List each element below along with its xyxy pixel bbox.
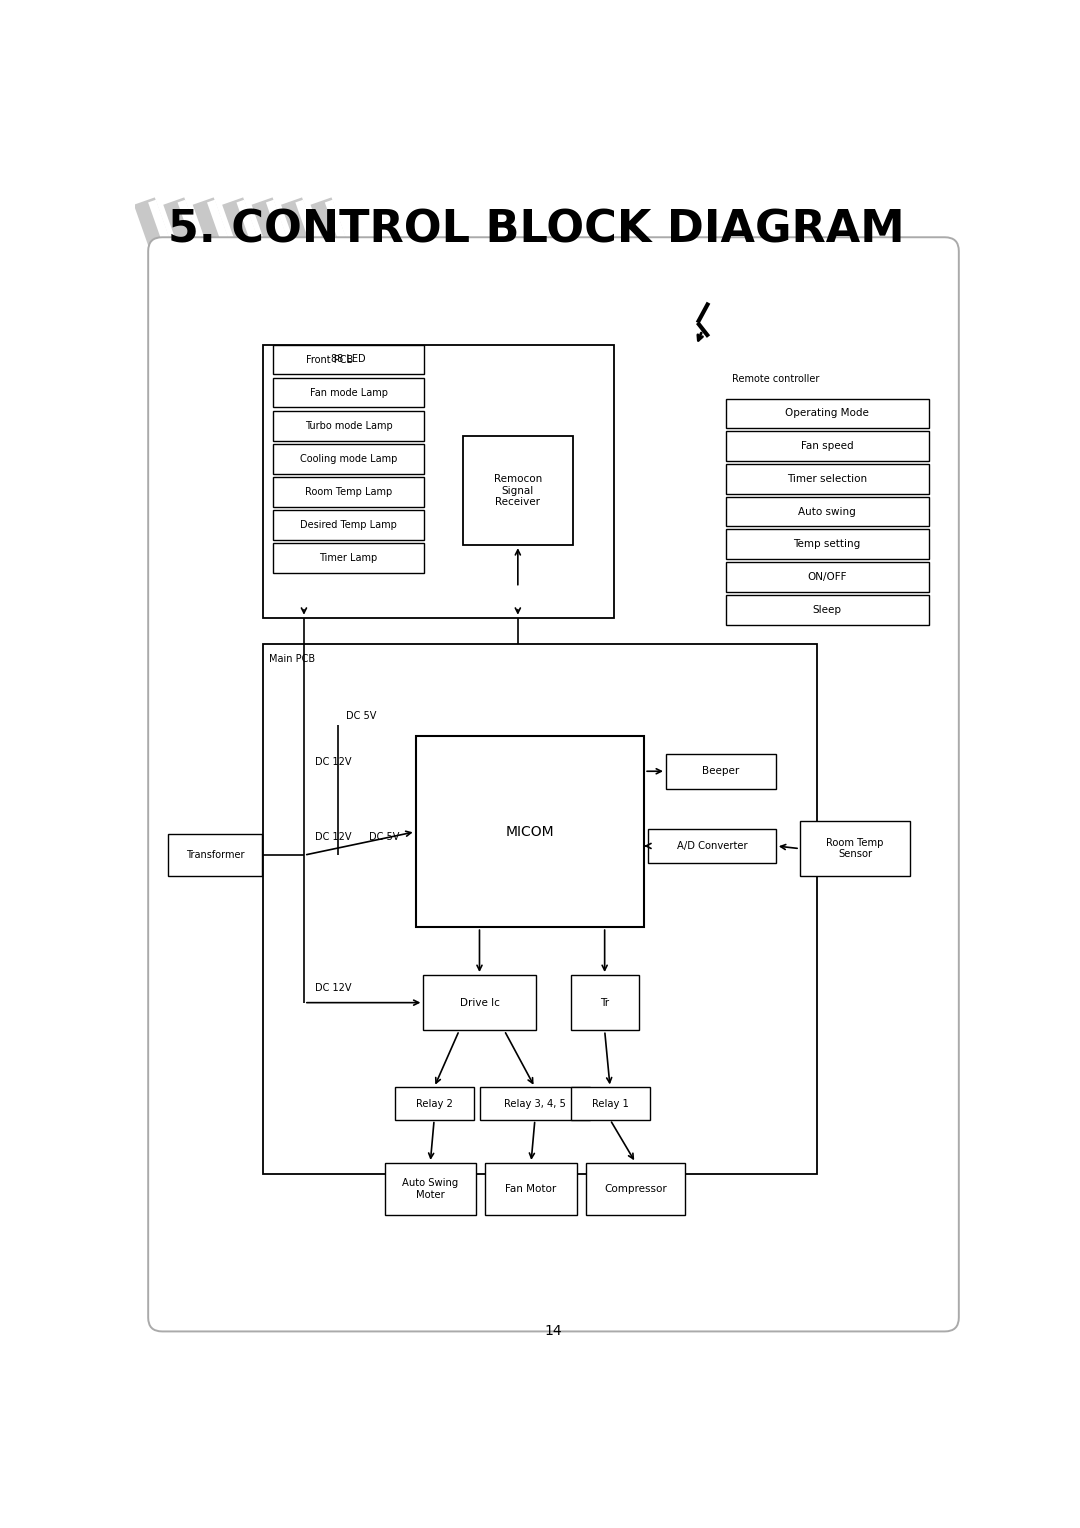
Bar xyxy=(726,594,929,625)
Bar xyxy=(384,1163,476,1215)
Bar xyxy=(273,510,424,539)
Text: Main PCB: Main PCB xyxy=(269,654,315,663)
Text: Beeper: Beeper xyxy=(702,766,740,776)
Bar xyxy=(485,1163,577,1215)
Text: DC 5V: DC 5V xyxy=(346,711,376,721)
Bar xyxy=(726,497,929,526)
Text: Auto swing: Auto swing xyxy=(798,507,856,516)
Text: Relay 2: Relay 2 xyxy=(416,1099,453,1108)
Bar xyxy=(167,834,262,877)
Text: Front PCB: Front PCB xyxy=(306,354,353,365)
Text: Transformer: Transformer xyxy=(186,850,244,860)
Text: Turbo mode Lamp: Turbo mode Lamp xyxy=(305,420,392,431)
Bar xyxy=(586,1163,685,1215)
Text: Fan Motor: Fan Motor xyxy=(505,1184,556,1193)
Bar xyxy=(726,562,929,591)
Bar xyxy=(726,530,929,559)
Text: MICOM: MICOM xyxy=(505,825,554,839)
Bar xyxy=(463,435,572,545)
Text: A/D Converter: A/D Converter xyxy=(677,840,747,851)
Text: Auto Swing
Moter: Auto Swing Moter xyxy=(402,1178,458,1199)
Text: Operating Mode: Operating Mode xyxy=(785,408,869,419)
Text: Fan mode Lamp: Fan mode Lamp xyxy=(310,388,388,397)
Text: Fan speed: Fan speed xyxy=(800,442,853,451)
Text: Temp setting: Temp setting xyxy=(794,539,861,549)
Bar xyxy=(273,544,424,573)
Text: Timer selection: Timer selection xyxy=(787,474,867,484)
Text: Tr: Tr xyxy=(600,998,609,1007)
Bar xyxy=(480,1088,590,1120)
FancyBboxPatch shape xyxy=(148,237,959,1331)
Text: Drive Ic: Drive Ic xyxy=(460,998,499,1007)
Bar xyxy=(726,399,929,428)
Bar xyxy=(273,445,424,474)
Text: DC 12V: DC 12V xyxy=(314,833,351,842)
Text: Remocon
Signal
Receiver: Remocon Signal Receiver xyxy=(494,474,542,507)
Bar xyxy=(262,345,613,619)
Text: ON/OFF: ON/OFF xyxy=(808,571,847,582)
Text: 88 LED: 88 LED xyxy=(332,354,366,365)
Bar xyxy=(273,411,424,440)
Bar xyxy=(800,821,910,877)
Text: DC 5V: DC 5V xyxy=(369,833,400,842)
Bar xyxy=(570,975,638,1030)
Bar xyxy=(416,736,644,927)
Text: Room Temp Lamp: Room Temp Lamp xyxy=(305,487,392,497)
Text: 5. CONTROL BLOCK DIAGRAM: 5. CONTROL BLOCK DIAGRAM xyxy=(167,209,904,252)
Text: 14: 14 xyxy=(544,1323,563,1337)
Text: Desired Temp Lamp: Desired Temp Lamp xyxy=(300,520,397,530)
Text: Relay 1: Relay 1 xyxy=(592,1099,629,1108)
Text: Sleep: Sleep xyxy=(812,605,841,614)
Bar xyxy=(394,1088,474,1120)
Text: Remote controller: Remote controller xyxy=(732,374,819,384)
Bar xyxy=(726,431,929,461)
Bar xyxy=(273,477,424,507)
Bar xyxy=(423,975,536,1030)
Bar xyxy=(570,1088,649,1120)
Text: Relay 3, 4, 5: Relay 3, 4, 5 xyxy=(504,1099,566,1108)
Bar xyxy=(648,828,775,863)
Bar xyxy=(666,753,775,788)
Text: DC 12V: DC 12V xyxy=(314,756,351,767)
Bar xyxy=(273,345,424,374)
Bar xyxy=(273,377,424,408)
Text: Room Temp
Sensor: Room Temp Sensor xyxy=(826,837,883,859)
Text: Cooling mode Lamp: Cooling mode Lamp xyxy=(300,454,397,465)
Text: Compressor: Compressor xyxy=(605,1184,667,1193)
Bar xyxy=(726,465,929,494)
Text: Timer Lamp: Timer Lamp xyxy=(320,553,378,564)
Bar xyxy=(262,643,816,1174)
Text: DC 12V: DC 12V xyxy=(314,983,351,993)
